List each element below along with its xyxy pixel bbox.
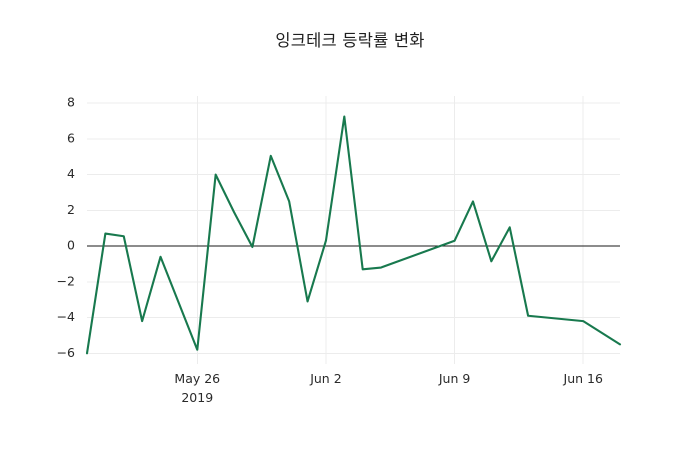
- x-tick-sublabel-year: 2019: [181, 390, 213, 405]
- y-tick-label: 4: [67, 166, 75, 181]
- x-tick-label: Jun 2: [309, 371, 341, 386]
- y-tick-labels-group: 8 6 4 2 0 −2 −4 −6: [57, 95, 75, 360]
- y-tick-label: −6: [57, 345, 75, 360]
- x-tick-labels-group: May 26 2019 Jun 2 Jun 9 Jun 16: [174, 371, 603, 405]
- x-tick-label: Jun 16: [563, 371, 603, 386]
- x-tick-label: May 26: [174, 371, 220, 386]
- y-tick-label: −2: [57, 273, 75, 288]
- gridlines-group: [87, 96, 620, 364]
- y-tick-label: −4: [57, 309, 75, 324]
- y-tick-label: 8: [67, 95, 75, 110]
- chart-title: 잉크테크 등락률 변화: [275, 31, 425, 50]
- data-line-series: [85, 115, 622, 355]
- y-tick-label: 6: [67, 130, 75, 145]
- y-tick-label: 2: [67, 202, 75, 217]
- x-tick-label: Jun 9: [438, 371, 471, 386]
- data-series-group: [85, 115, 622, 355]
- y-tick-label: 0: [67, 238, 75, 253]
